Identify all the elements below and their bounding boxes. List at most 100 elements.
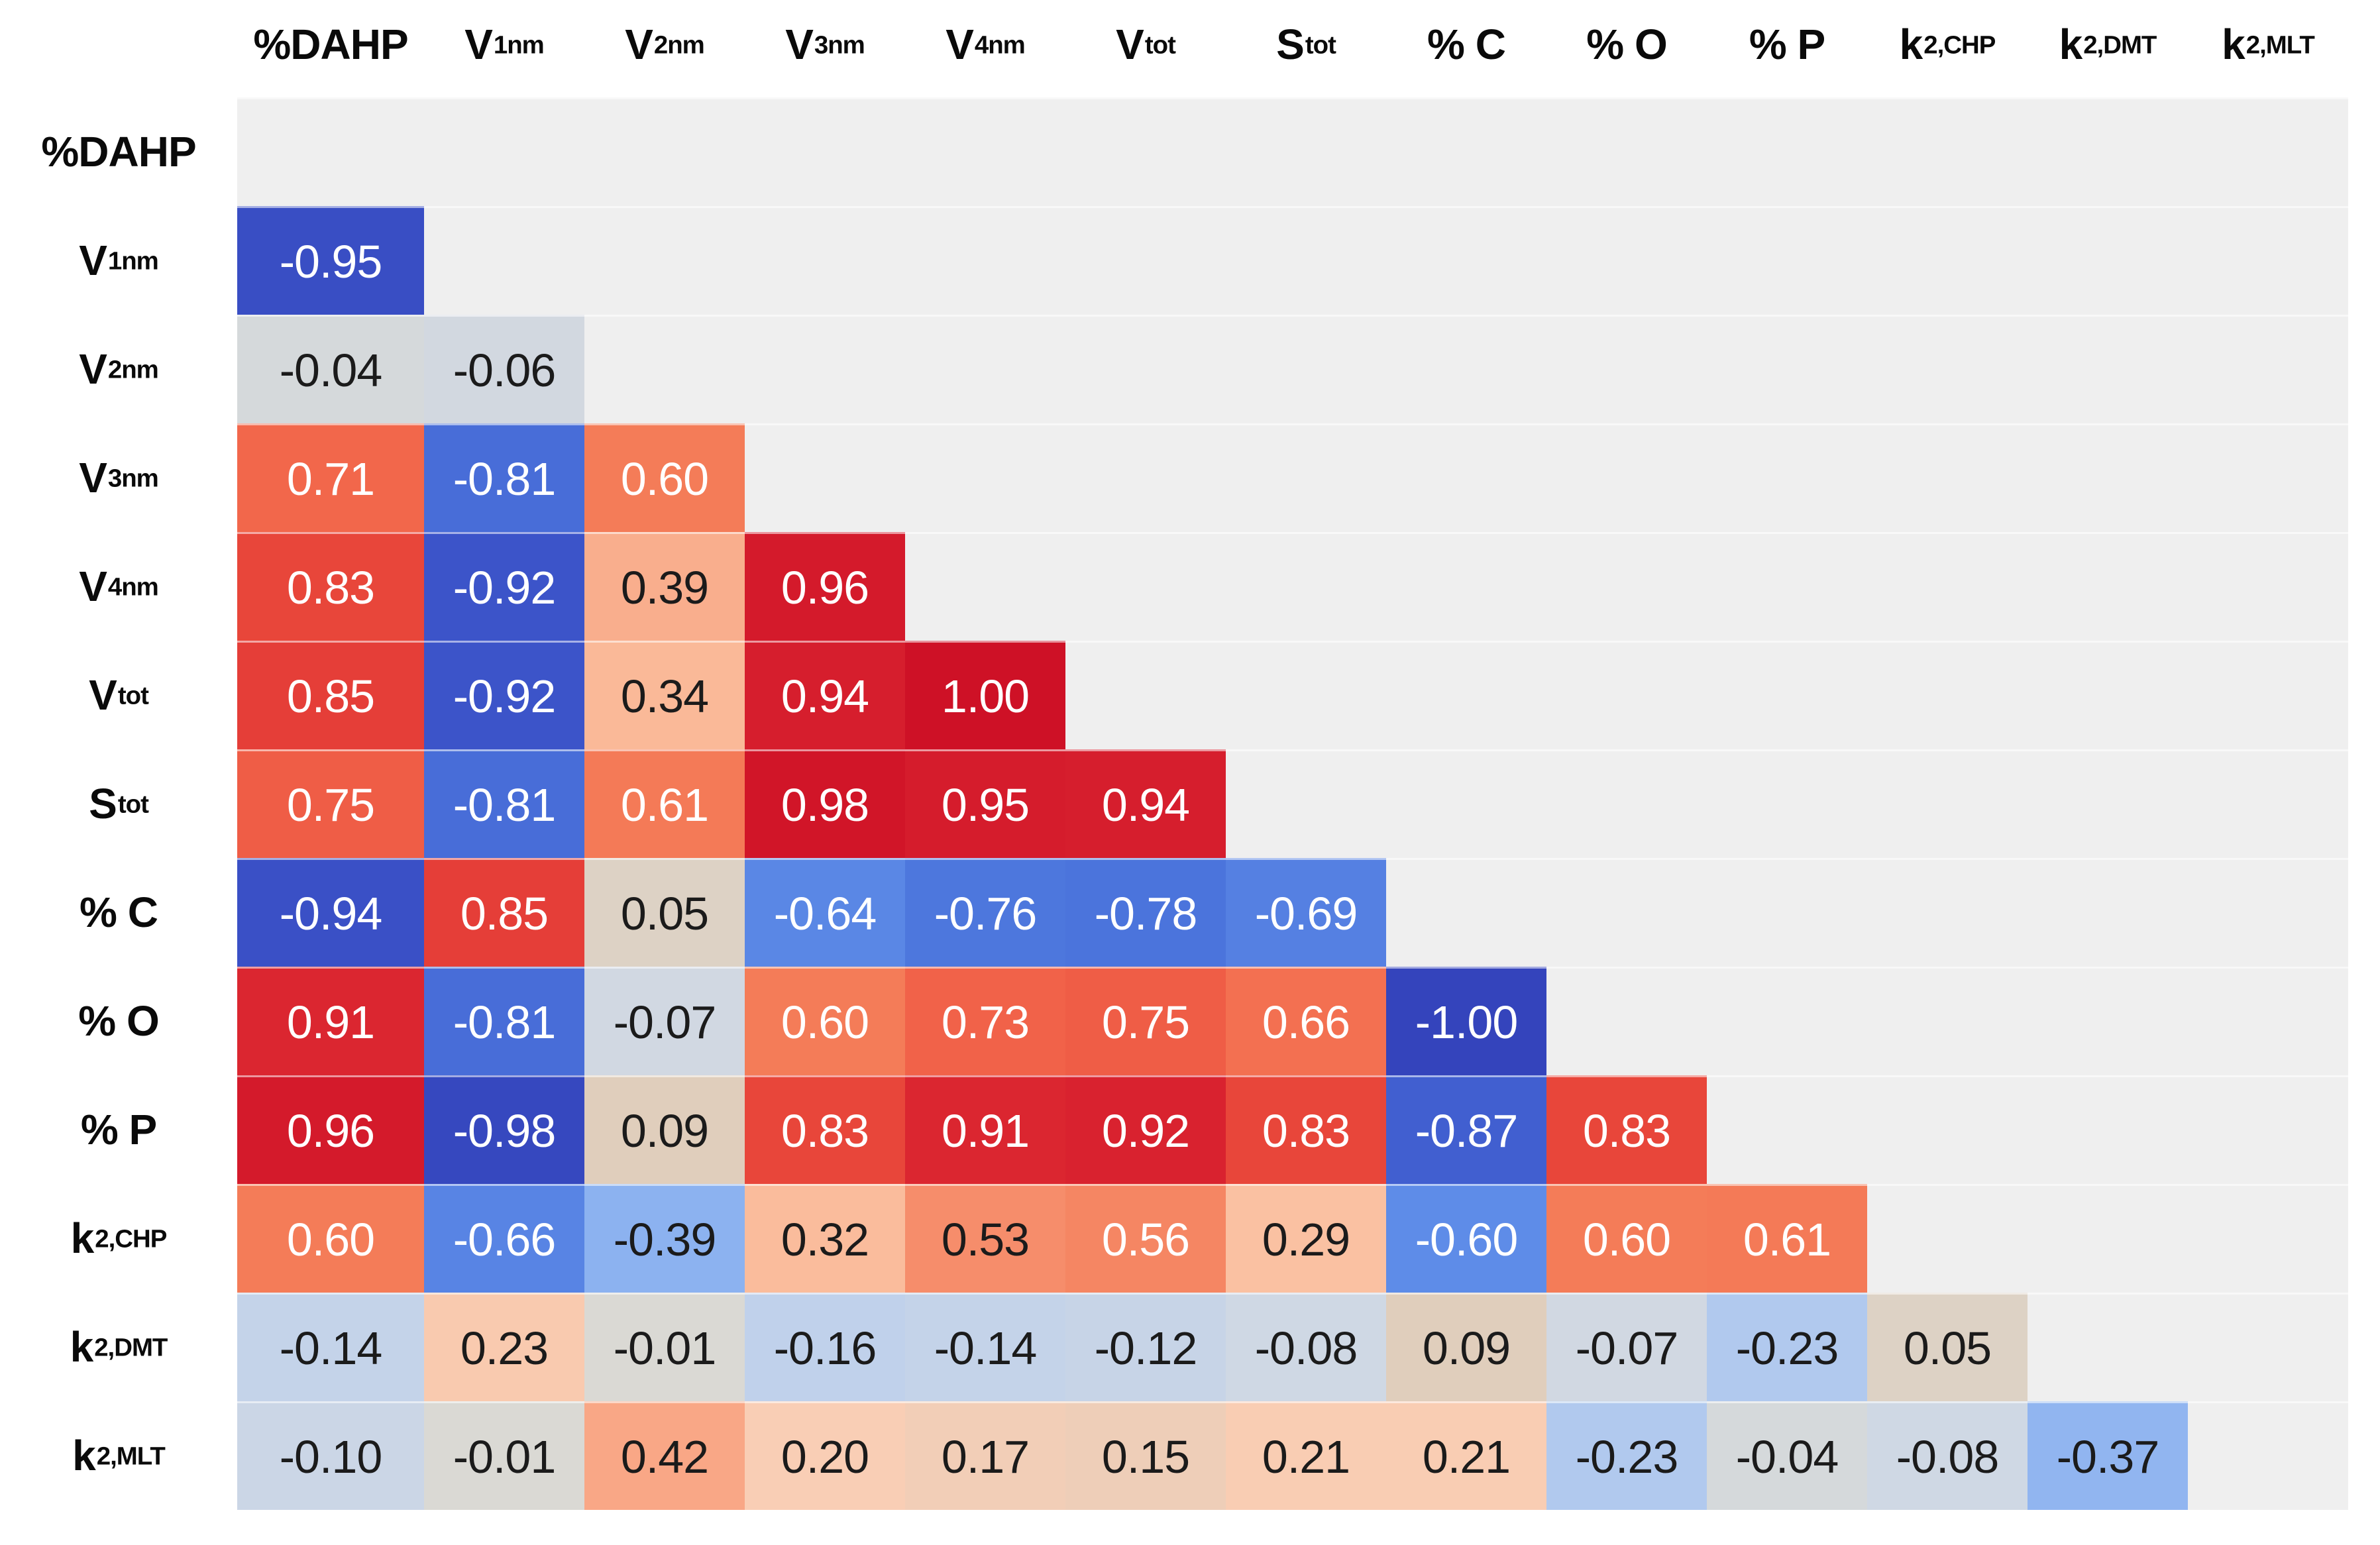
matrix-cell-empty — [905, 423, 1065, 532]
matrix-cell-empty — [2028, 97, 2188, 206]
variable-name: k — [2222, 20, 2245, 68]
matrix-cell: -0.64 — [745, 858, 905, 967]
matrix-cell-empty — [905, 97, 1065, 206]
matrix-cell-empty — [1707, 749, 1867, 858]
matrix-cell: -0.08 — [1226, 1293, 1386, 1401]
matrix-cell: 0.53 — [905, 1184, 1065, 1293]
matrix-cell-empty — [424, 97, 584, 206]
variable-name: k — [70, 1214, 95, 1262]
matrix-cell: -0.37 — [2028, 1401, 2188, 1510]
matrix-cell-empty — [1226, 423, 1386, 532]
matrix-cell: 0.05 — [584, 858, 745, 967]
matrix-cell-empty — [1065, 641, 1226, 749]
matrix-cell-empty — [745, 315, 905, 423]
matrix-cell: 0.94 — [745, 641, 905, 749]
matrix-cell: -1.00 — [1386, 967, 1546, 1075]
matrix-cell-empty — [1386, 206, 1546, 315]
matrix-cell-empty — [1226, 315, 1386, 423]
matrix-cell: -0.95 — [237, 206, 424, 315]
matrix-cell-empty — [1065, 532, 1226, 641]
matrix-cell-empty — [1867, 641, 2028, 749]
matrix-cell: 0.60 — [1546, 1184, 1707, 1293]
matrix-cell-empty — [424, 206, 584, 315]
matrix-cell-empty — [1707, 532, 1867, 641]
row-label: %DAHP — [0, 97, 237, 206]
matrix-cell-empty — [1226, 206, 1386, 315]
matrix-cell-empty — [2028, 532, 2188, 641]
matrix-cell: 0.20 — [745, 1401, 905, 1510]
matrix-cell-empty — [1226, 749, 1386, 858]
variable-name: S — [89, 780, 117, 827]
matrix-cell-empty — [1226, 532, 1386, 641]
matrix-cell-empty — [1707, 97, 1867, 206]
matrix-cell: 0.95 — [905, 749, 1065, 858]
matrix-cell-empty — [2188, 1184, 2348, 1293]
matrix-cell-empty — [2188, 749, 2348, 858]
matrix-cell-empty — [1386, 532, 1546, 641]
matrix-cell-empty — [1546, 858, 1707, 967]
matrix-cell-empty — [2028, 749, 2188, 858]
variable-name: V — [79, 454, 107, 502]
matrix-cell: -0.10 — [237, 1401, 424, 1510]
variable-subscript: 2,DMT — [2083, 30, 2157, 60]
variable-subscript: tot — [1305, 30, 1336, 60]
matrix-cell-empty — [2188, 532, 2348, 641]
matrix-cell: -0.07 — [584, 967, 745, 1075]
matrix-cell: 0.83 — [1226, 1075, 1386, 1184]
matrix-cell-empty — [1867, 1184, 2028, 1293]
matrix-cell-empty — [2028, 423, 2188, 532]
matrix-cell-empty — [2188, 967, 2348, 1075]
variable-subscript: 2,MLT — [96, 1442, 166, 1471]
matrix-cell: 0.34 — [584, 641, 745, 749]
row-label: V 2nm — [0, 315, 237, 423]
matrix-cell: -0.04 — [1707, 1401, 1867, 1510]
matrix-cell: 0.83 — [745, 1075, 905, 1184]
matrix-cell: 0.21 — [1226, 1401, 1386, 1510]
matrix-cell-empty — [1226, 641, 1386, 749]
variable-subscript: 3nm — [814, 30, 865, 60]
variable-name: V — [89, 671, 117, 719]
variable-name: k — [72, 1432, 96, 1479]
corner-cell — [0, 0, 237, 97]
matrix-cell: 0.71 — [237, 423, 424, 532]
matrix-cell-empty — [905, 532, 1065, 641]
matrix-cell: -0.12 — [1065, 1293, 1226, 1401]
matrix-cell-empty — [1707, 206, 1867, 315]
matrix-cell-empty — [1867, 532, 2028, 641]
col-header: V 4nm — [905, 0, 1065, 97]
row-label: % P — [0, 1075, 237, 1184]
variable-name: V — [464, 20, 493, 68]
matrix-cell-empty — [1867, 315, 2028, 423]
row-label: % O — [0, 967, 237, 1075]
variable-subscript: 2,CHP — [95, 1224, 167, 1253]
matrix-cell: -0.81 — [424, 749, 584, 858]
variable-name: V — [785, 20, 814, 68]
matrix-cell: -0.66 — [424, 1184, 584, 1293]
matrix-cell: 0.56 — [1065, 1184, 1226, 1293]
matrix-cell: 0.32 — [745, 1184, 905, 1293]
col-header: V 2nm — [584, 0, 745, 97]
matrix-cell-empty — [1707, 423, 1867, 532]
matrix-cell: -0.81 — [424, 967, 584, 1075]
matrix-cell-empty — [1386, 749, 1546, 858]
matrix-cell-empty — [1546, 749, 1707, 858]
matrix-cell-empty — [1226, 97, 1386, 206]
variable-name: k — [70, 1323, 94, 1371]
matrix-cell: 1.00 — [905, 641, 1065, 749]
matrix-cell: -0.92 — [424, 641, 584, 749]
matrix-cell: 0.23 — [424, 1293, 584, 1401]
col-header: k 2,CHP — [1867, 0, 2028, 97]
matrix-cell-empty — [1867, 423, 2028, 532]
variable-subscript: 1nm — [493, 30, 545, 60]
matrix-cell-empty — [2028, 1075, 2188, 1184]
variable-name: V — [625, 20, 653, 68]
variable-name: % P — [1749, 20, 1825, 68]
matrix-cell-empty — [237, 97, 424, 206]
matrix-cell-empty — [584, 315, 745, 423]
matrix-cell-empty — [1546, 532, 1707, 641]
variable-subscript: tot — [117, 681, 149, 710]
matrix-cell: 0.75 — [1065, 967, 1226, 1075]
row-label: k 2,CHP — [0, 1184, 237, 1293]
matrix-cell: 0.83 — [1546, 1075, 1707, 1184]
